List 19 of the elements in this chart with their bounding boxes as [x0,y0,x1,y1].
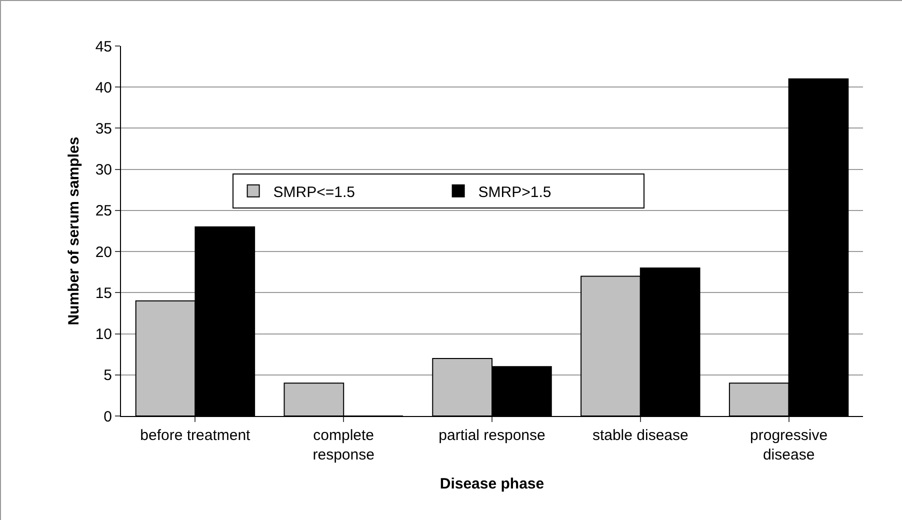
y-tick-label: 0 [104,408,112,426]
x-tick-label: progressive disease [750,427,828,464]
x-axis-title: Disease phase [440,476,544,492]
x-tick-label: before treatment [140,427,252,444]
x-tick-label: stable disease [592,427,688,444]
y-tick-label: 40 [95,79,112,96]
y-axis-title: Number of serum samples [66,136,83,326]
y-tick-label: 10 [95,326,112,344]
y-tick-label: 20 [95,244,112,261]
x-tick-label: partial response [438,427,546,444]
y-tick-label: 25 [95,202,112,220]
y-tick-label: 15 [95,284,112,302]
x-tick-label: complete response [312,427,374,464]
y-tick-label: 30 [95,162,112,179]
y-tick-label: 35 [95,120,112,138]
legend-label: SMRP>1.5 [478,184,552,201]
legend-label: SMRP<=1.5 [273,184,356,201]
y-tick-label: 5 [104,367,112,384]
y-tick-label: 45 [95,38,112,56]
